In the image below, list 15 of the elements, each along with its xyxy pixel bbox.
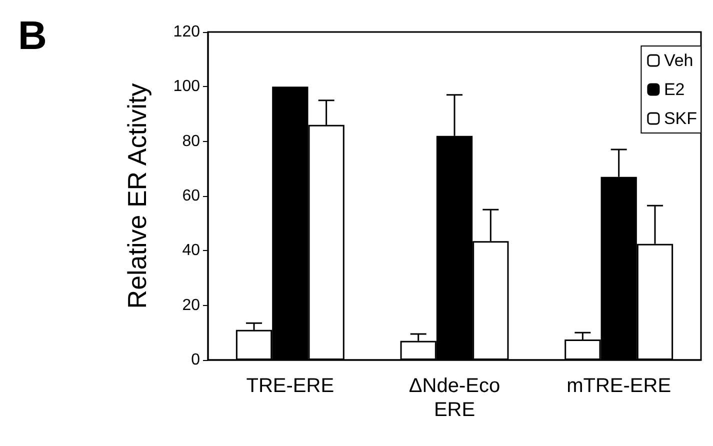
y-tick-label: 40 [182,242,200,260]
x-tick-label: mTRE-ERE [566,375,672,397]
y-tick-label: 60 [182,188,200,204]
y-tick-label: 80 [182,132,200,150]
y-tick-label: 120 [173,24,200,40]
y-tick-label: 100 [173,78,200,96]
text: B [18,14,47,58]
y-axis-title: Relative ER Activity [122,83,152,309]
legend-label: Veh [664,51,694,70]
legend-label: SKF [664,109,697,128]
y-tick-label: 20 [182,296,200,314]
x-tick-label: ΔNde-Eco ERE [408,375,500,421]
y-tick-label: 0 [191,352,200,368]
legend-label: E2 [664,80,685,99]
x-tick-label: TRE-ERE [246,375,334,397]
